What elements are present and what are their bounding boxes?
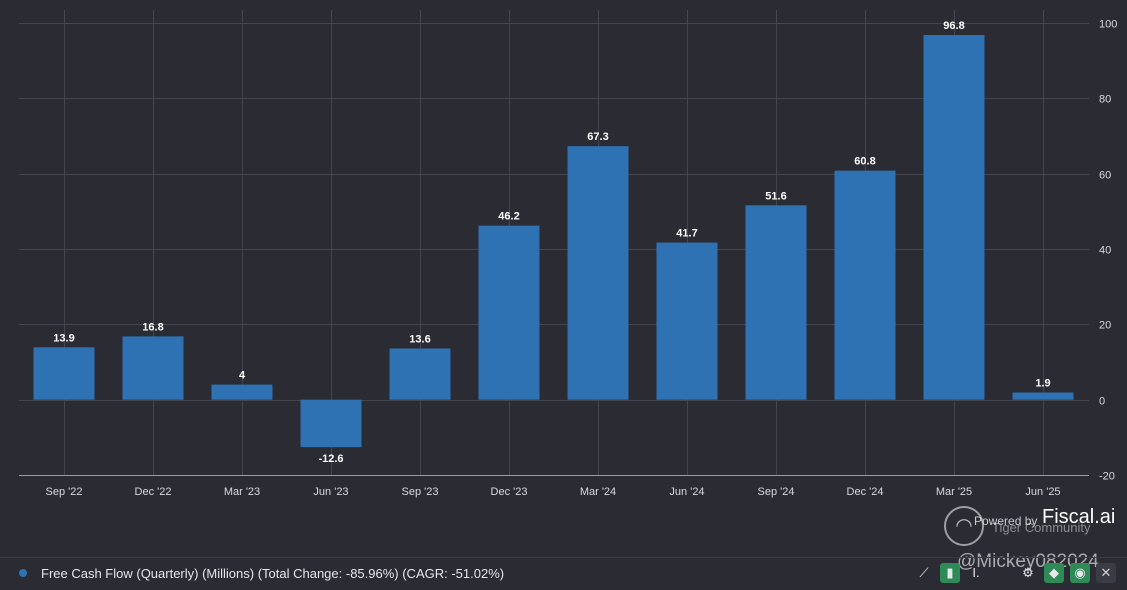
watermark-community: Tiger Community [992, 520, 1091, 535]
bar [745, 205, 807, 400]
data-label: 46.2 [498, 211, 519, 223]
data-label: 13.9 [53, 332, 74, 344]
text-icon[interactable]: I. [972, 565, 980, 580]
x-tick-label: Sep '24 [758, 486, 795, 498]
x-tick-label: Sep '23 [402, 486, 439, 498]
line-chart-icon[interactable]: ⟋ [919, 565, 929, 580]
y-tick-label: 0 [1099, 396, 1105, 408]
y-tick-label: 80 [1099, 94, 1111, 106]
x-tick-label: Mar '24 [580, 486, 616, 498]
tag-icon[interactable]: ◆ [1044, 563, 1064, 583]
y-tick-label: 100 [1099, 19, 1117, 31]
data-label: 4 [239, 370, 246, 382]
x-tick-label: Sep '22 [46, 486, 83, 498]
x-tick-label: Dec '22 [135, 486, 172, 498]
bar-chart-icon[interactable]: ▮ [940, 563, 960, 583]
data-label: 16.8 [142, 321, 163, 333]
chart-footer: Free Cash Flow (Quarterly) (Millions) (T… [0, 557, 1127, 590]
x-tick-label: Mar '25 [936, 486, 972, 498]
gear-icon[interactable]: ⚙ [1022, 565, 1034, 580]
legend-label[interactable]: Free Cash Flow (Quarterly) (Millions) (T… [41, 566, 505, 581]
y-tick-label: 40 [1099, 245, 1111, 257]
bar [122, 336, 184, 400]
data-label: 41.7 [676, 228, 697, 240]
x-tick-label: Jun '25 [1025, 486, 1060, 498]
data-label: 51.6 [765, 190, 786, 202]
x-tick-label: Jun '23 [313, 486, 348, 498]
y-tick-label: -20 [1099, 471, 1115, 483]
bar [389, 348, 451, 400]
data-label: 60.8 [854, 156, 875, 168]
close-icon[interactable]: ✕ [1096, 563, 1116, 583]
tiger-logo-icon: ◠ [944, 506, 984, 546]
x-tick-label: Dec '23 [491, 486, 528, 498]
bar [478, 225, 540, 400]
watermark-powered: Powered by [974, 514, 1038, 528]
watermark: ◠ Tiger Community Powered by Fiscal.ai [944, 506, 1120, 546]
data-label: 1.9 [1035, 378, 1050, 390]
x-tick-label: Dec '24 [847, 486, 884, 498]
eye-icon[interactable]: ◉ [1070, 563, 1090, 583]
y-tick-label: 20 [1099, 320, 1111, 332]
data-label: 96.8 [943, 20, 964, 32]
y-tick-label: 60 [1099, 170, 1111, 182]
watermark-brand: Fiscal.ai [1042, 506, 1116, 528]
data-label: 67.3 [587, 131, 608, 143]
bar [1012, 392, 1074, 400]
data-label: -12.6 [318, 453, 343, 465]
bar [656, 242, 718, 400]
legend-dot-icon [19, 569, 27, 577]
bar [834, 170, 896, 400]
x-tick-label: Mar '23 [224, 486, 260, 498]
x-tick-label: Jun '24 [669, 486, 704, 498]
bar [300, 399, 362, 448]
bar-chart: -20 0 20 40 60 80 100 13.9 Sep '22 16.8 Dec '22 4 Ma… [19, 10, 1117, 498]
bar [33, 347, 95, 400]
bar [923, 35, 985, 400]
bar [211, 384, 273, 400]
bar [567, 146, 629, 400]
data-label: 13.6 [409, 333, 430, 345]
